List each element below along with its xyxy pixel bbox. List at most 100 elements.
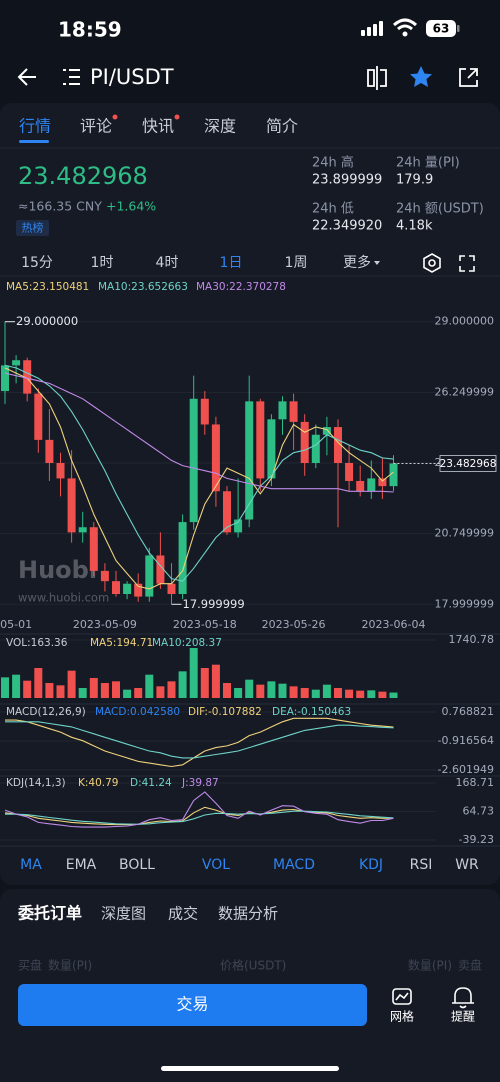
alert-label: 提醒	[451, 1009, 475, 1024]
signal-icon	[361, 21, 383, 36]
order-tab[interactable]: 数据分析	[218, 905, 278, 923]
interval-tab[interactable]: 1时	[91, 255, 114, 271]
list-icon[interactable]	[63, 69, 80, 85]
indicator-tabs: MA EMA BOLL VOL MACD KDJ RSI WR	[20, 857, 479, 873]
status-time: 18:59	[58, 18, 122, 42]
alert-icon[interactable]	[452, 987, 474, 1009]
order-header: 买盘 数量(PI) 价格(USDT) 数量(PI) 卖盘	[18, 958, 482, 973]
stat-label: 24h 高	[312, 155, 354, 171]
legend-entry: MA10:23.652663	[98, 281, 188, 293]
indicator-line	[4, 367, 394, 590]
grid-icon[interactable]	[392, 988, 412, 1005]
order-header-cell: 数量(PI)	[48, 958, 92, 973]
y-tick-label: 20.749999	[435, 527, 495, 540]
interval-tab[interactable]: 15分	[21, 255, 53, 271]
fullscreen-icon[interactable]	[459, 255, 475, 272]
x-tick-label: 2023-06-04	[362, 618, 426, 631]
volume-bar	[189, 648, 198, 698]
interval-tab[interactable]: 4时	[156, 255, 179, 271]
order-tab[interactable]: 成交	[168, 905, 198, 923]
battery-icon	[426, 20, 456, 37]
indicator-tab[interactable]: MACD	[273, 857, 315, 873]
volume-bar	[156, 686, 165, 698]
indicator-tab[interactable]: VOL	[202, 857, 230, 873]
watermark-url: www.huobi.com	[18, 591, 109, 605]
legend-entry: MA10:208.37	[152, 637, 222, 649]
indicator-tab[interactable]: BOLL	[119, 857, 155, 873]
volume-bar	[278, 683, 287, 698]
legend-entry: MA30:22.370278	[196, 281, 286, 293]
tab-dot	[174, 114, 180, 120]
indicator-line	[5, 717, 394, 768]
compare-icon[interactable]	[367, 66, 387, 90]
y-tick-label: 1740.78	[449, 633, 495, 646]
stat-value: 22.349920	[312, 219, 382, 234]
settings-icon[interactable]	[423, 253, 441, 273]
indicator-line	[4, 791, 394, 828]
order-tab[interactable]: 深度图	[101, 905, 146, 923]
candle-body	[211, 424, 220, 492]
volume-bar	[34, 668, 43, 698]
stats: 24h 高 23.899999 24h 量(PI) 179.9 24h 低 22.3499…	[312, 155, 484, 234]
indicator-tab[interactable]: KDJ	[359, 857, 383, 873]
tab[interactable]: 简介	[266, 117, 298, 136]
candle-body	[267, 419, 276, 479]
tab[interactable]: 评论	[80, 117, 112, 136]
indicator-tab[interactable]: EMA	[66, 857, 97, 873]
y-tick-label: 17.999999	[435, 597, 495, 610]
volume-bar	[334, 688, 342, 698]
volume-bar	[300, 688, 309, 698]
extreme-label: 29.000000	[16, 314, 78, 328]
tab[interactable]: 快讯	[142, 117, 174, 136]
candle-body	[322, 427, 331, 435]
indicator-tab[interactable]: RSI	[410, 857, 433, 873]
trade-button[interactable]	[18, 984, 367, 1026]
stat-label: 24h 额(USDT)	[396, 202, 484, 217]
candle-body	[1, 365, 9, 392]
interval-tab[interactable]: 1日	[220, 255, 243, 271]
legend-entry: MACD:0.042580	[95, 706, 180, 718]
home-indicator	[161, 1066, 339, 1071]
wifi-dot	[402, 31, 408, 37]
battery-tip	[457, 25, 460, 32]
indicator-tab[interactable]: MA	[20, 857, 42, 873]
volume-bar	[67, 670, 76, 698]
last-price-label: 23.482968	[440, 458, 497, 470]
back-button[interactable]	[17, 68, 36, 86]
volume-bar	[45, 683, 54, 698]
candle-body	[334, 427, 342, 463]
tab[interactable]: 行情	[19, 117, 51, 136]
x-tick-label: 2023-05-18	[173, 618, 237, 631]
charts: Huobi www.huobi.com 29.000000 26.249999 23.4…	[0, 281, 500, 847]
indicator-line	[4, 364, 394, 582]
y-tick-label: 29.000000	[435, 315, 495, 328]
tab[interactable]: 深度	[204, 117, 236, 136]
market-tabs: 行情 评论 快讯 深度 简介	[19, 114, 298, 143]
share-icon[interactable]	[459, 68, 478, 87]
volume-bar	[78, 688, 87, 698]
candle-body	[23, 360, 32, 394]
candle-body	[123, 583, 132, 595]
volume-bar	[311, 689, 320, 698]
order-tab[interactable]: 委托订单	[17, 904, 82, 923]
volume-bar	[356, 690, 365, 698]
candle-body	[89, 527, 98, 571]
indicator-tab[interactable]: WR	[455, 857, 479, 873]
legend-entry: DEA:-0.150463	[272, 706, 351, 718]
volume-bar	[389, 692, 398, 698]
volume-bar	[223, 683, 231, 698]
favorite-star[interactable]	[410, 66, 432, 87]
indicator-line	[5, 810, 394, 825]
legend-entry: MA5:194.71	[90, 637, 153, 649]
dropdown-caret	[374, 261, 380, 265]
y-tick-label: 26.249999	[435, 385, 495, 398]
x-tick-label: 2023-05-26	[262, 618, 326, 631]
interval-tab[interactable]: 1周	[285, 255, 308, 271]
volume-bar	[267, 681, 276, 698]
candle-body	[356, 480, 365, 492]
indicator-line	[5, 721, 394, 759]
candle-body	[345, 463, 354, 481]
interval-tab[interactable]: 更多	[343, 254, 371, 271]
legend-entry: J:39.87	[181, 777, 219, 789]
y-tick-label: 64.73	[463, 805, 495, 818]
